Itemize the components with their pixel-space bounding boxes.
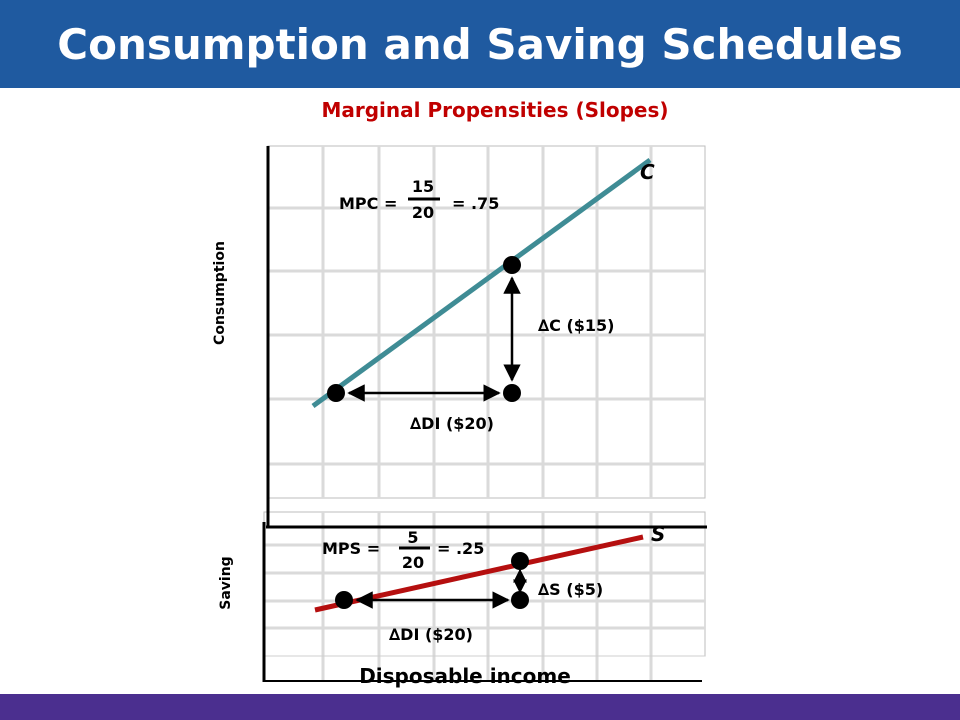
slide-title: Consumption and Saving Schedules: [57, 19, 903, 69]
footer-bar: [0, 694, 960, 720]
mps-denominator: 20: [402, 553, 424, 572]
consumption-point-corner: [503, 384, 521, 402]
delta-s-label: ∆S ($5): [538, 580, 603, 599]
mps-label: MPS =: [322, 539, 380, 558]
mpc-numerator: 15: [412, 177, 434, 196]
consumption-point-left: [327, 384, 345, 402]
title-bar: Consumption and Saving Schedules: [0, 0, 960, 88]
consumption-line: [311, 157, 652, 409]
delta-di-label-top: ∆DI ($20): [410, 414, 494, 433]
mpc-label: MPC =: [339, 194, 397, 213]
delta-c-label: ∆C ($15): [538, 316, 615, 335]
mpc-denominator: 20: [412, 203, 434, 222]
consumption-point-upper: [503, 256, 521, 274]
mps-result: = .25: [437, 539, 484, 558]
x-axis-label: Disposable income: [359, 664, 571, 688]
consumption-grid: [267, 145, 706, 499]
saving-point-upper: [511, 552, 529, 570]
consumption-line-label: C: [640, 160, 655, 184]
mpc-result: = .75: [452, 194, 499, 213]
delta-di-label-bottom: ∆DI ($20): [389, 625, 473, 644]
slide-subtitle: Marginal Propensities (Slopes): [321, 98, 669, 122]
saving-point-left: [335, 591, 353, 609]
saving-line-label: S: [651, 522, 665, 546]
saving-point-corner: [511, 591, 529, 609]
mps-numerator: 5: [407, 528, 418, 547]
